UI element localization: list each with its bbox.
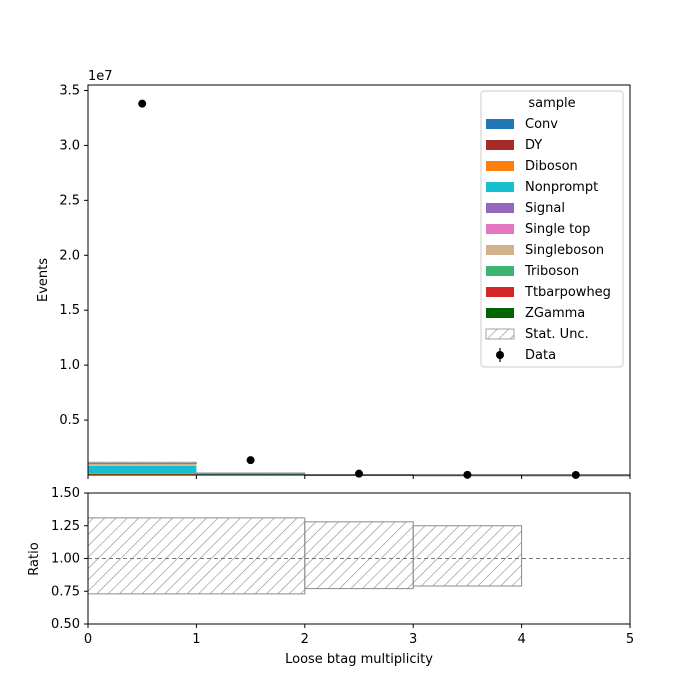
ratio-stat-unc-band <box>87 517 523 595</box>
legend-swatch-single-top <box>486 224 514 234</box>
legend: sample Conv DY Diboson Nonprompt Signal Singl… <box>480 90 624 368</box>
legend-label-ttbarpowheg: Ttbarpowheg <box>524 285 611 300</box>
main-y-tick-label: 0.5 <box>59 413 80 428</box>
legend-label-singleboson: Singleboson <box>525 243 604 258</box>
ratio-x-ticks: 0 1 2 3 4 5 <box>84 624 634 647</box>
main-y-tick-label: 2.0 <box>59 248 80 263</box>
data-point-1 <box>246 456 255 465</box>
legend-data-marker <box>496 351 504 359</box>
ratio-y-tick-label: 1.50 <box>51 486 80 501</box>
main-y-tick-label: 1.5 <box>59 303 80 318</box>
legend-label-conv: Conv <box>525 117 558 132</box>
ratio-y-axis-label: Ratio <box>27 542 42 575</box>
legend-items: Conv DY Diboson Nonprompt Signal Single top Si… <box>485 117 611 363</box>
x-tick-label: 5 <box>626 632 634 647</box>
legend-swatch-nonprompt <box>486 182 514 192</box>
main-y-tick-label: 1.0 <box>59 358 80 373</box>
legend-swatch-singleboson <box>486 245 514 255</box>
ratio-y-tick-label: 1.25 <box>51 519 80 534</box>
main-y-tick-label: 3.5 <box>59 83 80 98</box>
main-y-axis-label: Events <box>36 258 51 302</box>
legend-swatch-diboson <box>486 161 514 171</box>
stat-unc-bin-0 <box>87 461 197 465</box>
bar-diboson-bin-0 <box>88 473 197 475</box>
ratio-band-bin-2 <box>412 525 523 587</box>
ratio-panel: 0.50 0.75 1.00 1.25 1.50 0 1 2 3 4 5 Ratio Loose … <box>27 486 634 667</box>
ratio-band-bin-1 <box>304 521 414 590</box>
legend-label-single-top: Single top <box>525 222 590 237</box>
bar-singleboson-bin-0 <box>88 463 197 466</box>
x-tick-label: 2 <box>301 632 309 647</box>
ratio-y-tick-label: 0.50 <box>51 617 80 632</box>
main-y-tick-label: 2.5 <box>59 193 80 208</box>
legend-swatch-dy <box>486 140 514 150</box>
data-point-0 <box>138 99 147 108</box>
main-y-ticks: 0.5 1.0 1.5 2.0 2.5 3.0 3.5 <box>59 83 88 428</box>
bar-nonprompt-bin-0 <box>88 465 197 474</box>
x-tick-label: 4 <box>517 632 525 647</box>
ratio-y-ticks: 0.50 0.75 1.00 1.25 1.50 <box>51 486 88 632</box>
legend-swatch-conv <box>486 119 514 129</box>
legend-frame <box>480 90 624 368</box>
data-points <box>138 99 580 479</box>
main-y-tick-label: 3.0 <box>59 138 80 153</box>
data-point-2 <box>355 469 363 478</box>
ratio-band-bin-0 <box>87 517 306 595</box>
ratio-y-tick-label: 1.00 <box>51 552 80 567</box>
ratio-y-tick-label: 0.75 <box>51 584 80 599</box>
main-panel: 0.5 1.0 1.5 2.0 2.5 3.0 3.5 1e7 Events <box>36 69 631 479</box>
legend-label-stat-unc-: Stat. Unc. <box>525 327 589 342</box>
stat-unc-bin-1 <box>195 472 306 475</box>
legend-swatch-triboson <box>486 266 514 276</box>
y-scale-label: 1e7 <box>88 69 113 84</box>
x-tick-label: 3 <box>409 632 417 647</box>
main-x-ticks <box>87 475 631 479</box>
x-tick-label: 0 <box>84 632 92 647</box>
legend-swatch-signal <box>486 203 514 213</box>
main-axes-frame <box>87 84 631 476</box>
legend-label-dy: DY <box>525 138 542 153</box>
legend-label-signal: Signal <box>525 201 565 216</box>
legend-swatch-stat-unc <box>485 328 515 340</box>
legend-title: sample <box>528 96 575 111</box>
legend-label-triboson: Triboson <box>524 264 579 279</box>
legend-label-nonprompt: Nonprompt <box>525 180 598 195</box>
x-tick-label: 1 <box>192 632 200 647</box>
legend-swatch-zgamma <box>486 308 514 318</box>
legend-label-data: Data <box>525 348 556 363</box>
x-axis-label: Loose btag multiplicity <box>285 652 433 667</box>
legend-label-diboson: Diboson <box>525 159 578 174</box>
legend-swatch-ttbarpowheg <box>486 287 514 297</box>
legend-label-zgamma: ZGamma <box>525 306 585 321</box>
